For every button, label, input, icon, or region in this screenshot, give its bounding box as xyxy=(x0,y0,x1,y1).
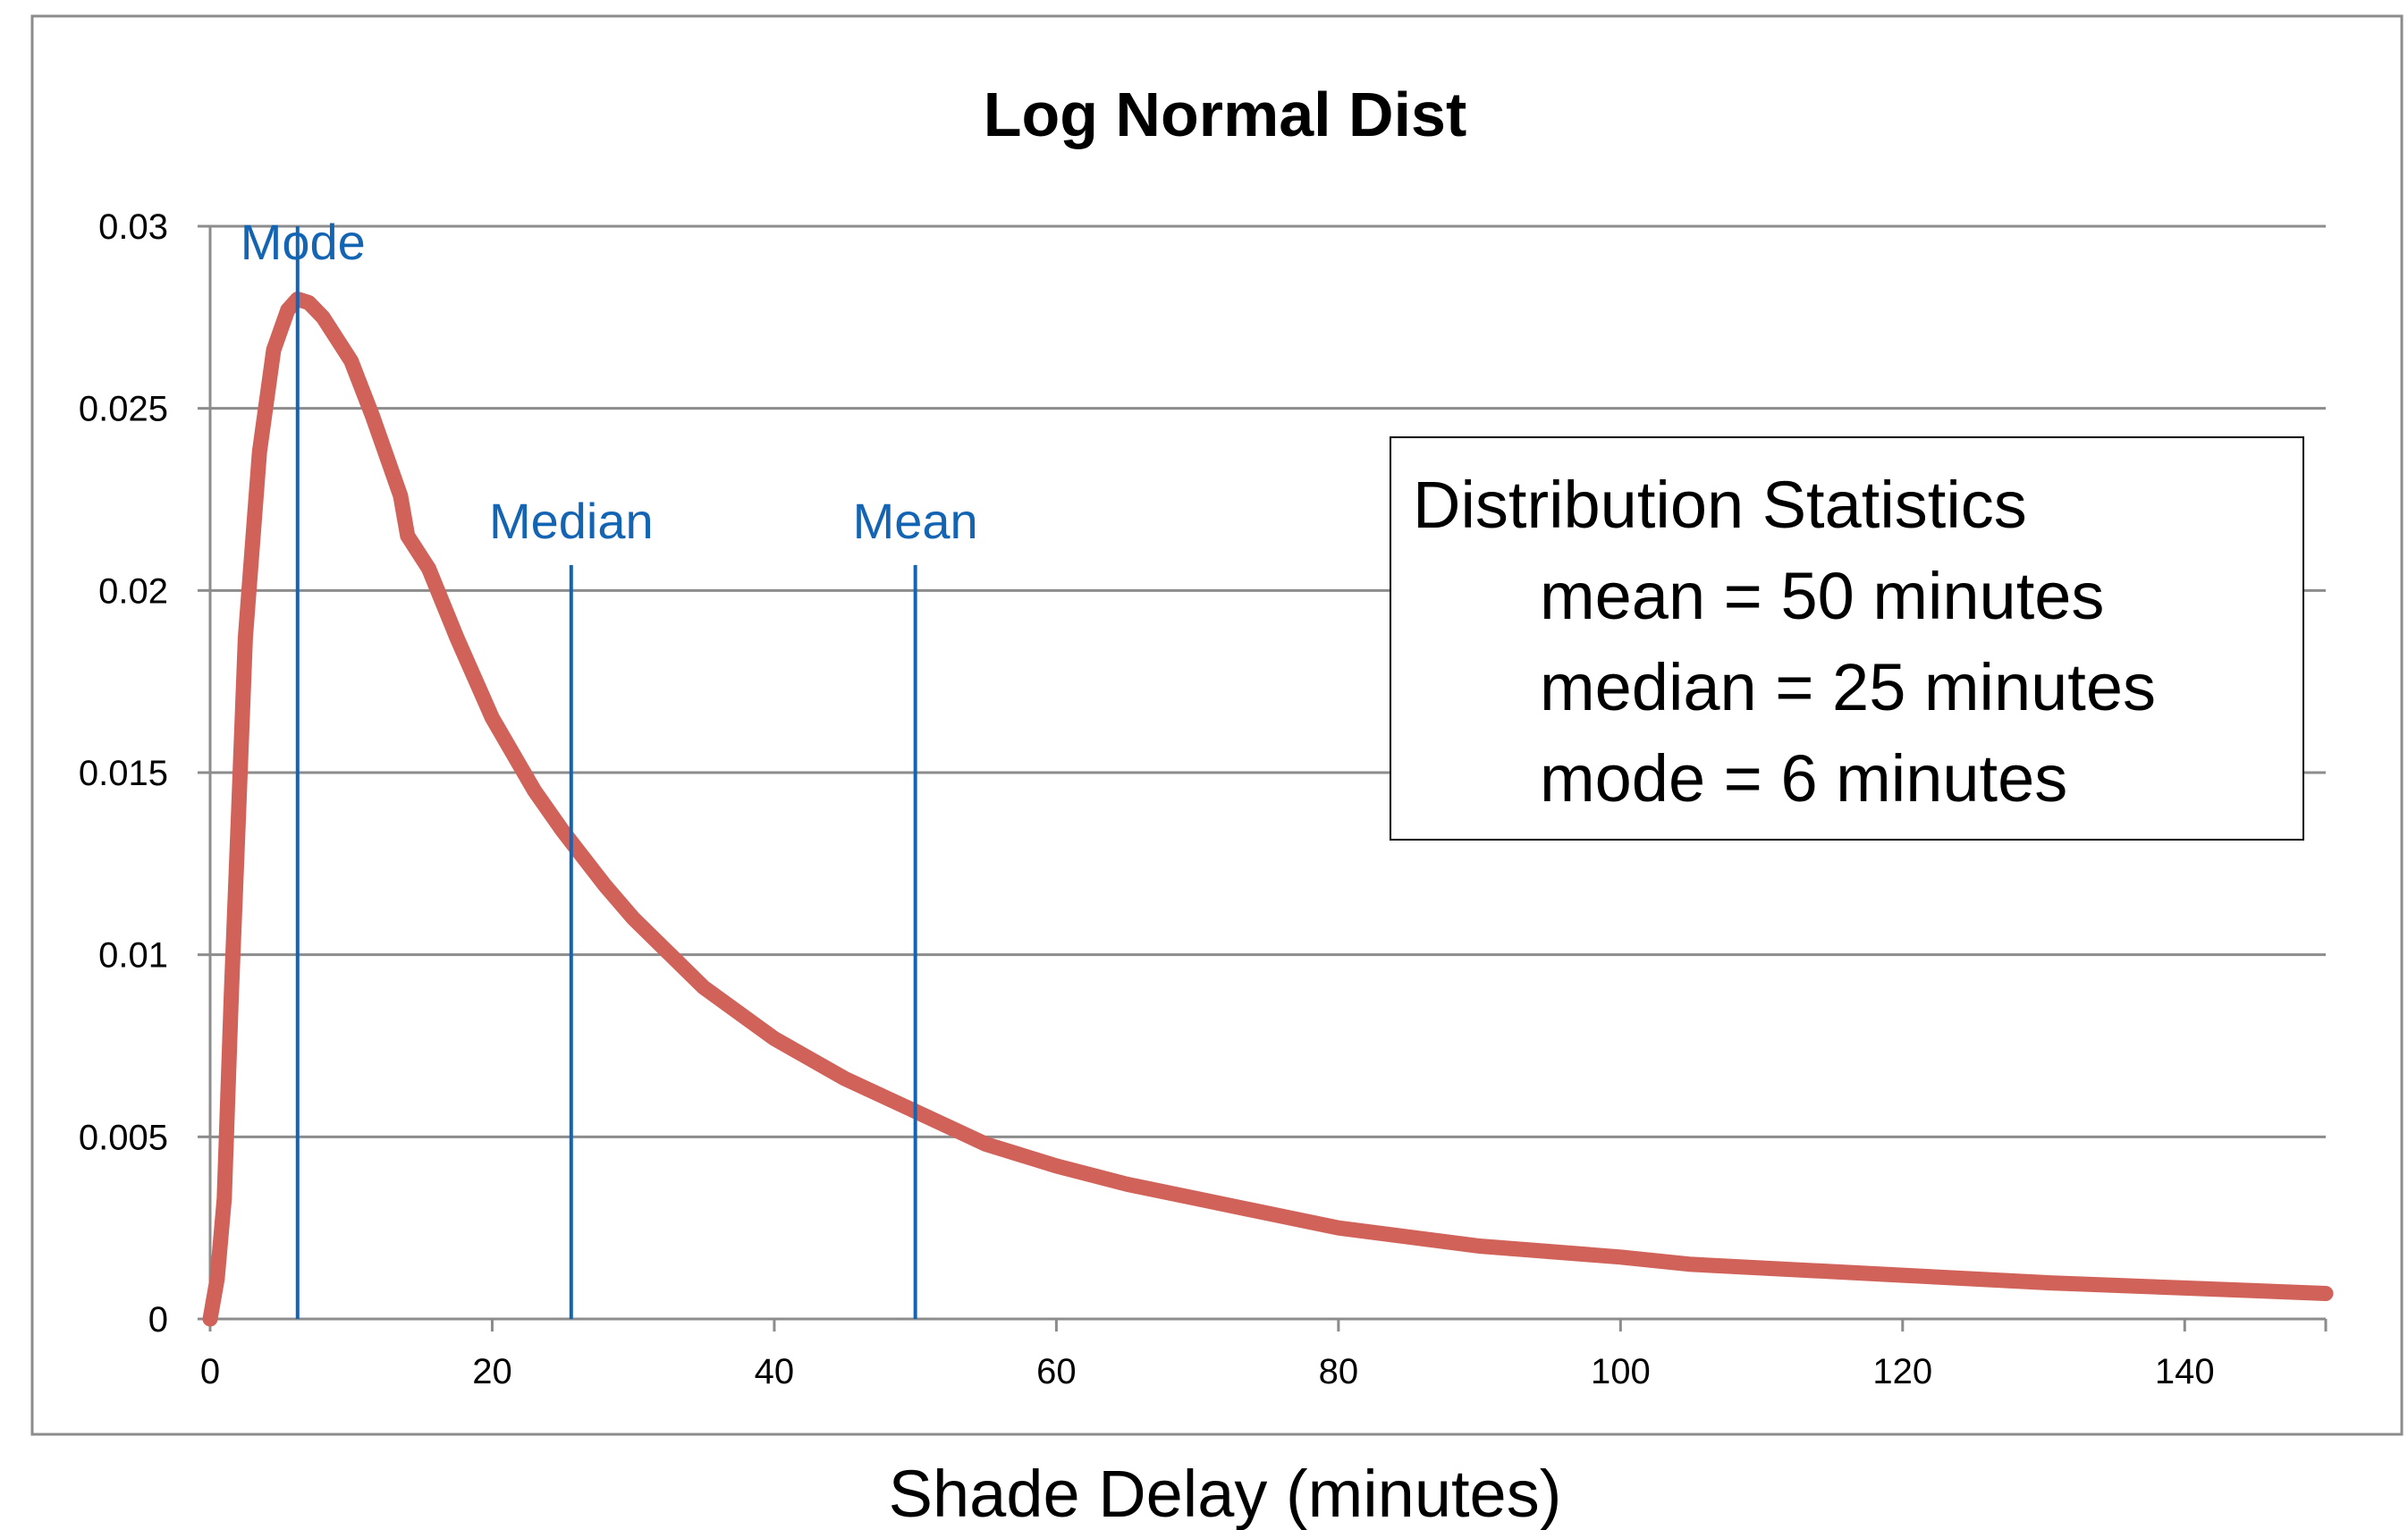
statistics-box: Distribution Statistics mean = 50 minute… xyxy=(1390,436,2304,841)
x-tick-label: 20 xyxy=(472,1352,512,1391)
y-tick-label: 0.025 xyxy=(79,390,168,429)
x-tick-label: 0 xyxy=(200,1352,220,1391)
x-tick-label: 120 xyxy=(1872,1352,1932,1391)
y-tick-label: 0.01 xyxy=(98,936,168,976)
statistics-line-median: median = 25 minutes xyxy=(1540,650,2156,724)
statistics-line-mean: mean = 50 minutes xyxy=(1540,559,2104,633)
statistics-heading: Distribution Statistics xyxy=(1413,468,2027,542)
stat-markers: Mode Median Mean xyxy=(241,214,978,1319)
y-tick-label: 0.005 xyxy=(79,1118,168,1157)
y-tick-labels: 0 0.005 0.01 0.015 0.02 0.025 0.03 xyxy=(79,207,168,1340)
x-tick-label: 80 xyxy=(1319,1352,1359,1391)
x-axis-label: Shade Delay (minutes) xyxy=(889,1457,1562,1530)
x-tick-label: 60 xyxy=(1036,1352,1077,1391)
marker-label-mode: Mode xyxy=(241,214,366,270)
marker-label-mean: Mean xyxy=(853,493,978,549)
x-tick-labels: 0 20 40 60 80 100 120 140 xyxy=(200,1352,2215,1391)
y-tick-label: 0.03 xyxy=(98,207,168,247)
y-tick-label: 0.02 xyxy=(98,571,168,611)
x-tick-label: 140 xyxy=(2155,1352,2215,1391)
y-tick-label: 0 xyxy=(148,1300,168,1340)
statistics-box-frame xyxy=(1390,436,2304,841)
chart-title: Log Normal Dist xyxy=(984,80,1467,149)
x-tick-label: 40 xyxy=(755,1352,795,1391)
lognormal-curve xyxy=(202,292,2334,1327)
statistics-line-mode: mode = 6 minutes xyxy=(1540,741,2067,816)
marker-label-median: Median xyxy=(489,493,654,549)
gridlines xyxy=(210,224,2326,1138)
axes xyxy=(198,224,2328,1331)
x-tick-label: 100 xyxy=(1591,1352,1651,1391)
series-layer xyxy=(202,292,2334,1327)
y-tick-label: 0.015 xyxy=(79,754,168,793)
